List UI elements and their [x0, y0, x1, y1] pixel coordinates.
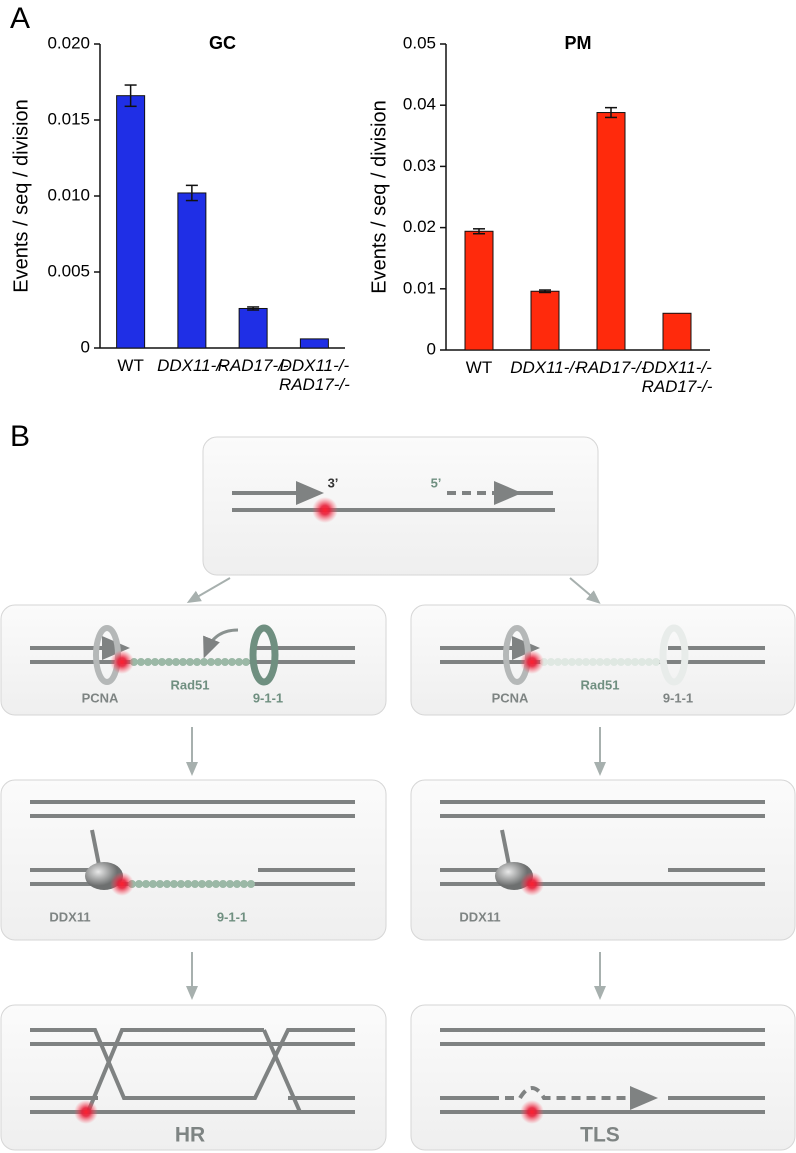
y-tick-label: 0.02	[403, 217, 436, 236]
y-tick-label: 0.01	[403, 278, 436, 297]
lesion	[520, 872, 544, 896]
panel-label: A	[10, 2, 30, 35]
arrow	[203, 628, 239, 659]
x-tick-label: DDX11-/-	[157, 356, 227, 375]
x-tick-label: RAD17-/-	[575, 358, 647, 377]
label: DDX11	[49, 909, 90, 924]
arrow	[186, 577, 231, 604]
label: PCNA	[492, 690, 529, 705]
bar	[464, 230, 494, 351]
y-tick-label: 0.020	[47, 33, 90, 52]
lesion	[520, 1100, 544, 1124]
bar	[177, 192, 207, 349]
strand	[30, 1028, 264, 1114]
strand	[490, 1086, 658, 1110]
x-tick-label: WT	[117, 356, 144, 375]
label: 9-1-1	[253, 690, 283, 705]
diagram: 3’ 5’ PCNA Rad51 9-1-1 PCNA Rad51 9-1-1 …	[0, 436, 796, 1151]
label: 9-1-1	[217, 909, 247, 924]
diagram-box	[410, 779, 796, 941]
label: 3’	[328, 475, 339, 490]
label: Rad51	[580, 677, 619, 692]
lesion	[312, 497, 338, 523]
bar	[238, 307, 268, 349]
x-tick-label: DDX11-/- RAD17-/-	[641, 358, 713, 396]
label: Rad51	[170, 677, 209, 692]
panel-label: B	[10, 420, 30, 453]
lesion	[110, 650, 134, 674]
y-tick-label: 0.010	[47, 185, 90, 204]
y-axis-label: Events / seq / division	[368, 100, 390, 293]
x-tick-label: DDX11-/-	[510, 358, 580, 377]
bar	[116, 95, 146, 349]
x-tick-label: DDX11-/- RAD17-/-	[278, 356, 350, 394]
bar	[662, 312, 692, 351]
y-tick-label: 0.04	[403, 95, 436, 114]
x-tick-label: RAD17-/-	[217, 356, 289, 375]
bar	[596, 112, 626, 351]
bar	[530, 290, 560, 351]
y-tick-label: 0	[81, 337, 90, 356]
y-tick-label: 0	[427, 339, 436, 358]
y-tick-label: 0.03	[403, 156, 436, 175]
arrow	[569, 577, 601, 604]
y-axis-label: Events / seq / division	[10, 99, 32, 292]
label: PCNA	[82, 690, 119, 705]
lesion	[74, 1100, 98, 1124]
x-tick-label: WT	[465, 358, 493, 377]
chart-title: PM	[565, 33, 592, 53]
lesion	[110, 872, 134, 896]
911-ring	[249, 624, 279, 686]
lesion	[520, 650, 544, 674]
bar	[299, 338, 329, 349]
chart-title: GC	[209, 33, 236, 53]
label: 5’	[431, 475, 442, 490]
y-tick-label: 0.005	[47, 261, 90, 280]
diagram-box	[0, 779, 387, 941]
y-tick-label: 0.05	[403, 33, 436, 52]
y-tick-label: 0.015	[47, 109, 90, 128]
diagram-box	[202, 436, 599, 576]
label: 9-1-1	[663, 690, 693, 705]
911-ring	[659, 624, 689, 686]
outcome-label: HR	[175, 1124, 205, 1147]
label: DDX11	[459, 909, 500, 924]
outcome-label: TLS	[580, 1124, 620, 1147]
